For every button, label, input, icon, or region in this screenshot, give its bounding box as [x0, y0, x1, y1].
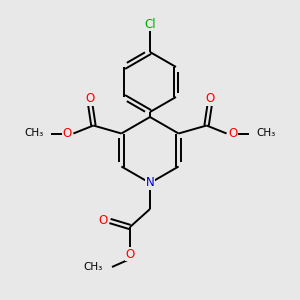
Text: O: O — [98, 214, 108, 227]
Text: O: O — [125, 248, 135, 260]
Text: O: O — [205, 92, 214, 105]
Text: O: O — [63, 127, 72, 140]
Text: O: O — [228, 127, 237, 140]
Text: N: N — [146, 176, 154, 190]
Text: Cl: Cl — [144, 17, 156, 31]
Text: O: O — [86, 92, 95, 105]
Text: CH₃: CH₃ — [256, 128, 276, 139]
Text: CH₃: CH₃ — [24, 128, 44, 139]
Text: CH₃: CH₃ — [84, 262, 103, 272]
